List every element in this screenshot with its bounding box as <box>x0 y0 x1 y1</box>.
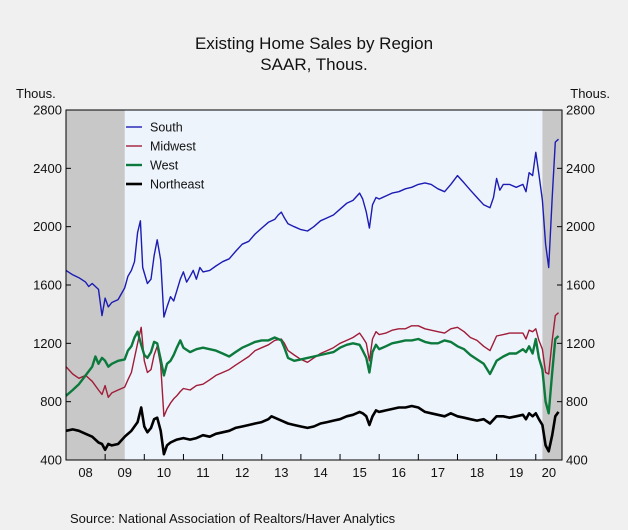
y-tick-label-right: 2000 <box>566 219 595 234</box>
legend: South Midwest West Northeast <box>126 121 205 192</box>
x-tick-label: 17 <box>431 465 445 480</box>
legend-label-northeast: Northeast <box>150 178 205 192</box>
left-unit-label: Thous. <box>16 86 56 101</box>
y-tick-label-left: 400 <box>40 453 62 468</box>
plot-area <box>65 109 563 461</box>
y-tick-label-left: 2800 <box>33 103 62 118</box>
recession-band-2 <box>542 110 562 460</box>
y-tick-label-right: 2400 <box>566 161 595 176</box>
y-tick-label-left: 2000 <box>33 219 62 234</box>
x-tick-label: 08 <box>78 465 92 480</box>
x-tick-label: 19 <box>509 465 523 480</box>
series-line-south <box>65 138 559 318</box>
y-tick-label-right: 400 <box>566 453 588 468</box>
plot-frame <box>65 109 563 461</box>
legend-label-south: South <box>150 121 183 135</box>
x-tick-label: 10 <box>157 465 171 480</box>
chart-title: Existing Home Sales by Region <box>195 34 433 53</box>
x-tick-label: 20 <box>542 465 556 480</box>
x-tick-label: 18 <box>470 465 484 480</box>
right-unit-label: Thous. <box>570 86 610 101</box>
x-tick-labels: 08 09 10 11 12 13 14 15 16 17 18 19 20 <box>78 465 556 480</box>
source-note: Source: National Association of Realtors… <box>70 511 396 526</box>
plot-background <box>66 110 562 460</box>
series-line-northeast <box>65 404 560 456</box>
x-tick-label: 12 <box>235 465 249 480</box>
x-tick-label: 14 <box>313 465 327 480</box>
series-lines <box>65 138 560 456</box>
legend-label-west: West <box>150 159 179 173</box>
recession-shading <box>66 110 562 460</box>
x-tick-label: 15 <box>352 465 366 480</box>
y-tick-label-left: 1200 <box>33 336 62 351</box>
x-tick-label: 16 <box>392 465 406 480</box>
y-tick-label-right: 800 <box>566 394 588 409</box>
x-tick-label: 09 <box>117 465 131 480</box>
y-tick-label-left: 1600 <box>33 278 62 293</box>
recession-band-1 <box>66 110 125 460</box>
series-line-west <box>65 330 560 415</box>
x-tick-label: 13 <box>274 465 288 480</box>
x-tick-label: 11 <box>196 465 210 480</box>
y-tick-label-right: 1600 <box>566 278 595 293</box>
legend-label-midwest: Midwest <box>150 140 196 154</box>
y-tick-label-right: 2800 <box>566 103 595 118</box>
axis-ticks <box>65 109 562 461</box>
chart-subtitle: SAAR, Thous. <box>260 55 367 74</box>
y-tick-label-right: 1200 <box>566 336 595 351</box>
y-tick-labels: 400 400 800 800 1200 1200 1600 1600 2000 2000 2400… <box>33 103 595 468</box>
y-tick-label-left: 2400 <box>33 161 62 176</box>
y-tick-label-left: 800 <box>40 394 62 409</box>
